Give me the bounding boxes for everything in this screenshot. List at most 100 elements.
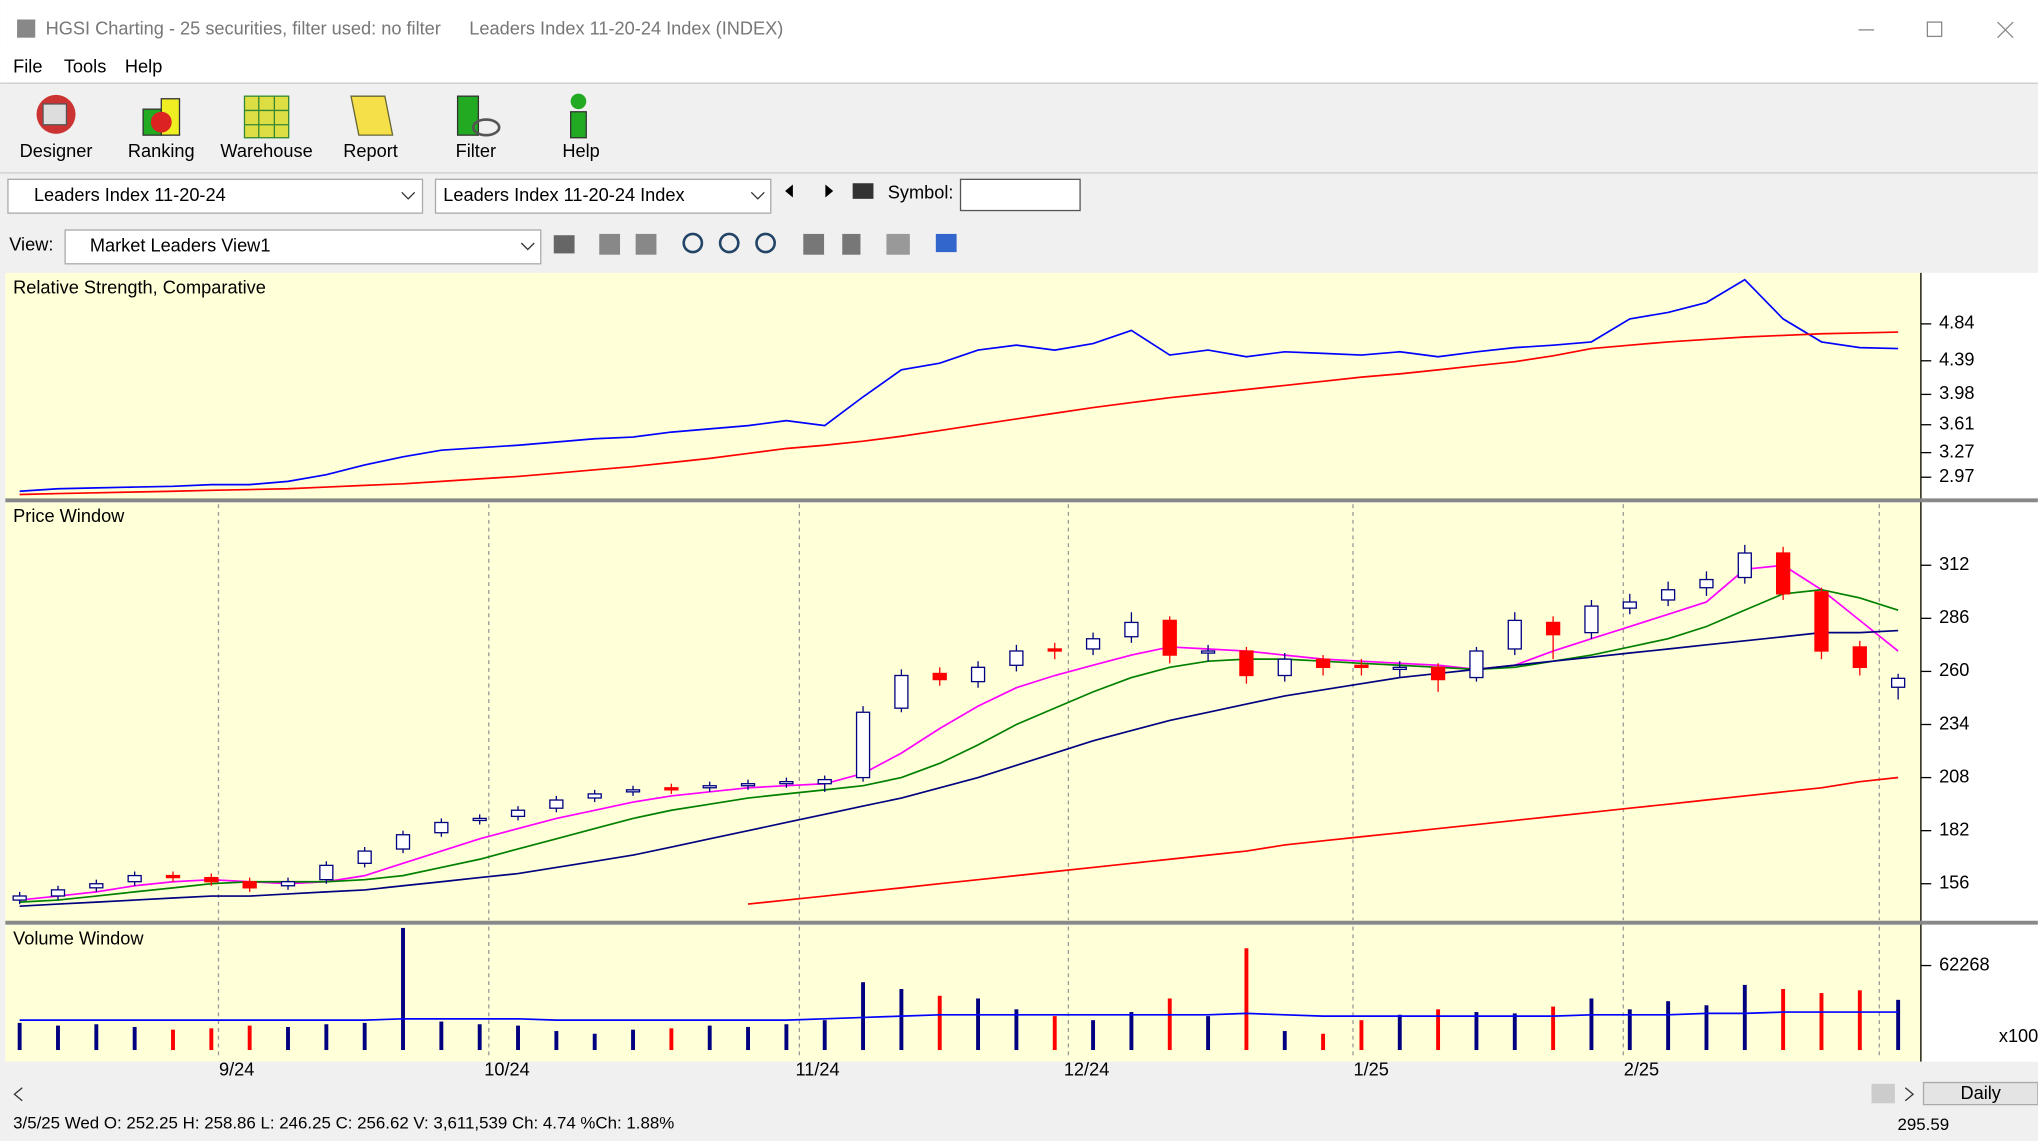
y-tick-label: 4.84: [1939, 313, 1974, 333]
status-text: 3/5/25 Wed O: 252.25 H: 258.86 L: 246.25…: [13, 1114, 674, 1133]
candle-body: [1699, 578, 1714, 589]
zoom-button[interactable]: [682, 232, 704, 254]
volume-bar: [1819, 993, 1824, 1051]
window-subtitle: Leaders Index 11-20-24 Index (INDEX): [469, 19, 783, 39]
rs-pane: [5, 272, 2038, 501]
tool-button[interactable]: [935, 233, 957, 253]
x-tick-label: 1/25: [1353, 1060, 1388, 1080]
candle-body: [1239, 650, 1254, 677]
y-tick-label: 182: [1939, 819, 1969, 839]
candle-body: [1469, 650, 1484, 679]
volume-bar: [784, 1024, 789, 1051]
tool-designer[interactable]: Designer: [20, 94, 93, 161]
zoom-out-button[interactable]: [755, 232, 776, 254]
x-tick-label: 10/24: [484, 1060, 530, 1080]
x-tick-label: 11/24: [795, 1060, 839, 1080]
tool-button[interactable]: [886, 233, 910, 255]
tool-button[interactable]: [803, 233, 825, 255]
volume-bar: [1129, 1012, 1134, 1051]
candle-body: [165, 874, 181, 879]
candle-body: [1775, 552, 1791, 595]
candle-body: [1162, 619, 1177, 656]
icon: [243, 95, 290, 139]
volume-bar: [592, 1033, 597, 1051]
menu-item[interactable]: File: [13, 56, 42, 76]
candle-body: [1430, 666, 1446, 681]
menu-item[interactable]: Help: [125, 56, 162, 76]
volume-bar: [861, 982, 866, 1051]
list-dropdown[interactable]: [7, 178, 424, 214]
security-value: Leaders Index 11-20-24 Index: [443, 185, 684, 205]
next-button[interactable]: [825, 184, 834, 198]
scroll-right[interactable]: [1904, 1087, 1915, 1102]
y-tick-label: 286: [1939, 607, 1969, 627]
scroll-thumb[interactable]: [1871, 1083, 1895, 1104]
volume-bar: [1436, 1009, 1441, 1051]
candle-body: [1200, 650, 1216, 654]
candle-body: [357, 850, 372, 864]
candle-body: [127, 874, 142, 883]
scrollbar[interactable]: [5, 1082, 1921, 1105]
zoom-in-button[interactable]: [718, 232, 740, 254]
period-label: Daily: [1960, 1083, 2001, 1103]
tool-label: Warehouse: [220, 141, 312, 161]
tool-help[interactable]: Help: [562, 93, 600, 161]
tool-warehouse[interactable]: Warehouse: [220, 95, 313, 161]
close-button[interactable]: [1997, 21, 2014, 39]
view-tools: [553, 232, 957, 255]
volume-bar: [17, 1022, 22, 1051]
volume-bar: [401, 927, 405, 1051]
icon: [150, 111, 172, 133]
menu-bar: [0, 51, 2038, 84]
status-bar: [0, 1107, 2038, 1141]
status-value: 295.59: [1897, 1115, 1949, 1134]
candle-body: [1584, 605, 1599, 634]
line: [747, 776, 1899, 905]
symbol-input[interactable]: [959, 178, 1081, 212]
y-tick-label: 234: [1939, 713, 1969, 733]
candle-body: [204, 876, 219, 883]
volume-bar: [1359, 1020, 1364, 1051]
candle-body: [1545, 621, 1561, 636]
candle-body: [1622, 601, 1637, 609]
volume-bar: [746, 1026, 750, 1051]
view-dropdown[interactable]: [64, 229, 542, 265]
volume-bar: [171, 1029, 175, 1051]
tool-button[interactable]: [842, 233, 861, 255]
icon: [244, 96, 289, 138]
prev-button[interactable]: [785, 184, 793, 198]
volume-bar: [1627, 1009, 1632, 1051]
volume-bar: [439, 1021, 444, 1051]
tool-report[interactable]: Report: [343, 95, 398, 161]
tool-filter[interactable]: Filter: [456, 95, 501, 161]
tool-button[interactable]: [553, 235, 575, 254]
menu-item[interactable]: Tools: [64, 56, 106, 76]
candle-body: [1047, 648, 1062, 652]
maximize-button[interactable]: [1926, 21, 1943, 38]
y-tick-label: 4.39: [1939, 350, 1974, 370]
volume-bar: [1014, 1009, 1019, 1051]
dropdown-arrow: [750, 191, 765, 200]
tool-button[interactable]: [599, 233, 621, 255]
volume-bar: [1742, 984, 1747, 1051]
scroll-left[interactable]: [13, 1087, 23, 1102]
volume-bar: [56, 1025, 60, 1051]
volume-bar: [516, 1025, 520, 1051]
x-tick-label: 9/24: [219, 1060, 254, 1080]
dropdown-arrow: [401, 191, 416, 200]
tool-button[interactable]: [635, 233, 657, 255]
y-tick-label: 260: [1939, 660, 1969, 680]
x-tick-label: 12/24: [1064, 1060, 1110, 1080]
volume-bar: [1282, 1031, 1287, 1051]
find-button[interactable]: [852, 183, 874, 199]
tool-ranking[interactable]: Ranking: [128, 98, 195, 161]
volume-bar: [286, 1026, 290, 1051]
title-bar: [0, 0, 2038, 58]
volume-bar: [822, 1020, 827, 1051]
volume-bar: [1244, 948, 1249, 1051]
volume-bar: [1704, 1005, 1709, 1051]
volume-bar: [554, 1031, 559, 1051]
volume-bar: [1091, 1020, 1096, 1051]
security-dropdown[interactable]: [434, 178, 772, 214]
candle-body: [1277, 658, 1292, 677]
